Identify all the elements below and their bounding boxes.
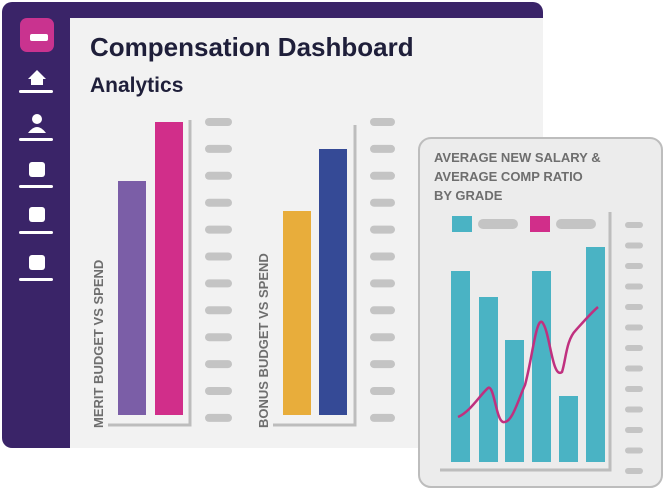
- placeholder-tick: [370, 387, 395, 395]
- placeholder-ticks: [370, 118, 395, 422]
- bar: [451, 271, 470, 462]
- placeholder-tick: [370, 306, 395, 315]
- bar: [479, 297, 498, 462]
- nav-icon[interactable]: [29, 207, 45, 222]
- placeholder-tick: [370, 413, 395, 422]
- user-icon-body: [28, 127, 46, 133]
- placeholder-tick: [625, 263, 643, 269]
- placeholder-tick: [625, 427, 643, 433]
- nav-underline: [19, 138, 53, 141]
- placeholder-tick: [625, 222, 643, 228]
- home-icon[interactable]: [28, 70, 46, 85]
- dashboard-title: Compensation Dashboard: [90, 32, 414, 62]
- legend-placeholder: [478, 219, 518, 229]
- bar: [118, 181, 146, 415]
- nav-underline: [19, 278, 53, 281]
- nav-icon[interactable]: [29, 255, 45, 270]
- bar: [559, 396, 578, 462]
- placeholder-tick: [625, 386, 643, 392]
- placeholder-tick: [205, 225, 232, 234]
- bar: [283, 211, 311, 415]
- placeholder-tick: [625, 406, 643, 413]
- placeholder-tick: [625, 242, 643, 249]
- placeholder-tick: [205, 387, 232, 395]
- placeholder-tick: [205, 118, 232, 126]
- placeholder-tick: [370, 360, 395, 369]
- bar: [155, 122, 183, 415]
- card-axis: [440, 212, 612, 472]
- placeholder-tick: [205, 171, 232, 180]
- bar: [505, 340, 524, 462]
- placeholder-tick: [370, 252, 395, 261]
- placeholder-tick: [625, 283, 643, 290]
- placeholder-tick: [205, 333, 232, 342]
- bar: [319, 149, 347, 415]
- placeholder-tick: [205, 144, 232, 153]
- placeholder-tick: [205, 252, 232, 261]
- placeholder-tick: [205, 306, 232, 315]
- placeholder-tick: [625, 447, 643, 454]
- trend-line: [457, 306, 599, 424]
- sidebar-icons: [19, 70, 53, 281]
- legend-swatch: [530, 216, 550, 232]
- panel-axis: [273, 125, 357, 427]
- nav-underline: [19, 231, 53, 234]
- placeholder-tick: [625, 304, 643, 310]
- placeholder-tick: [625, 345, 643, 351]
- nav-underline: [19, 90, 53, 93]
- placeholder-tick: [370, 225, 395, 234]
- placeholder-tick: [205, 279, 232, 288]
- placeholder-tick: [370, 198, 395, 207]
- placeholder-tick: [370, 333, 395, 342]
- placeholder-tick: [370, 279, 395, 288]
- card-bars: [451, 247, 605, 462]
- bar: [586, 247, 605, 462]
- panel-axis: [108, 120, 192, 427]
- card-title-line: AVERAGE NEW SALARY &: [434, 150, 601, 165]
- card-title-line: BY GRADE: [434, 188, 503, 203]
- nav-underline: [19, 185, 53, 188]
- placeholder-tick: [625, 324, 643, 331]
- logo-mark: [30, 34, 48, 41]
- placeholder-tick: [205, 360, 232, 369]
- legend-swatch: [452, 216, 472, 232]
- placeholder-tick: [205, 413, 232, 422]
- placeholder-ticks: [625, 222, 643, 474]
- user-icon[interactable]: [32, 114, 42, 124]
- placeholder-ticks: [205, 118, 232, 422]
- placeholder-tick: [625, 365, 643, 372]
- placeholder-tick: [370, 144, 395, 153]
- placeholder-tick: [370, 118, 395, 126]
- legend-placeholder: [556, 219, 596, 229]
- nav-icon[interactable]: [29, 162, 45, 177]
- placeholder-tick: [205, 198, 232, 207]
- placeholder-tick: [625, 468, 643, 474]
- dashboard-subtitle: Analytics: [90, 74, 183, 97]
- panel-label: MERIT BUDGET VS SPEND: [91, 260, 106, 428]
- card-title-line: AVERAGE COMP RATIO: [434, 169, 583, 184]
- bar: [532, 271, 551, 462]
- placeholder-tick: [370, 171, 395, 180]
- panel-label: BONUS BUDGET VS SPEND: [256, 253, 271, 428]
